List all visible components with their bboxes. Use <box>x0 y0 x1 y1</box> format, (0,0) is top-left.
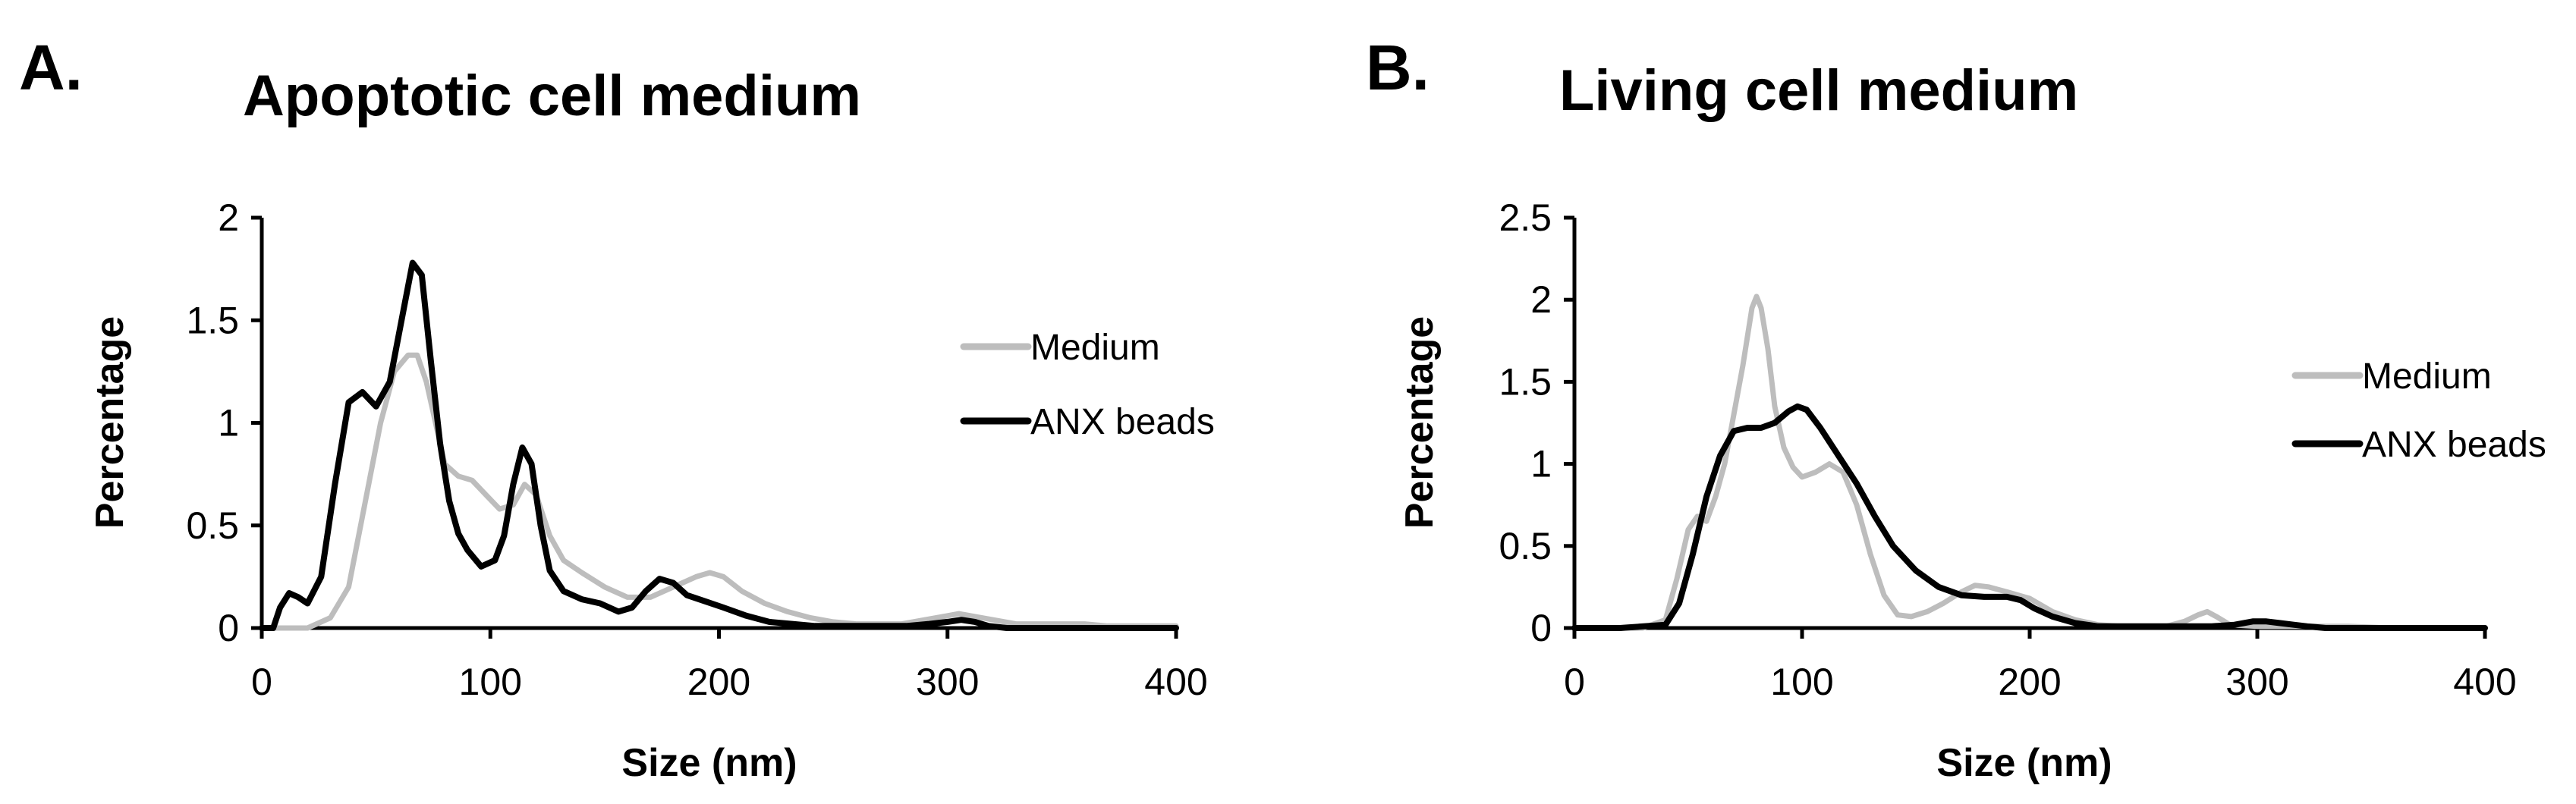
panel-b-y-tick-label: 1 <box>1530 443 1552 485</box>
panel-b-legend-label-anx-beads: ANX beads <box>2362 425 2546 465</box>
panel-a-y-tick-labels: 0 0.5 1 1.5 2 <box>186 196 239 649</box>
panel-a-legend-label-anx-beads: ANX beads <box>1030 402 1215 442</box>
panel-b-x-tick-label: 400 <box>2453 661 2516 703</box>
panel-b-y-tick-label: 0 <box>1530 607 1552 649</box>
panel-a-title: Apoptotic cell medium <box>243 64 861 128</box>
panel-a-y-tick-label: 0.5 <box>186 504 239 547</box>
panel-a-legend-label-medium: Medium <box>1030 328 1160 368</box>
panel-b-series-line-anx-beads <box>1571 403 2488 631</box>
panel-a-y-tick-label: 1.5 <box>186 299 239 341</box>
panel-b-living: B. Living cell medium Percentage Size (n… <box>1366 32 2546 785</box>
panel-a-x-tick-label: 200 <box>687 661 750 703</box>
panel-b-legend: Medium ANX beads <box>2291 356 2546 465</box>
panel-b-title: Living cell medium <box>1559 58 2078 123</box>
panel-a-letter: A. <box>19 32 83 103</box>
panel-b-y-tick-label: 0.5 <box>1499 525 1552 567</box>
panel-a-y-tick-label: 0 <box>218 607 239 649</box>
panel-b-y-tick-label: 1.5 <box>1499 360 1552 403</box>
panel-a-y-tick-label: 2 <box>218 196 239 239</box>
panel-b-letter: B. <box>1366 32 1430 103</box>
panel-a-x-tick-label: 100 <box>459 661 522 703</box>
panel-b-x-tick-label: 100 <box>1770 661 1833 703</box>
panel-b-x-tick-label: 0 <box>1564 661 1585 703</box>
panel-a-x-tick-label: 400 <box>1144 661 1207 703</box>
panel-b-x-axis-label: Size (nm) <box>1936 741 2112 785</box>
panel-a-apoptotic: A. Apoptotic cell medium Percentage Size… <box>19 32 1215 785</box>
panel-b-y-tick-labels: 0 0.5 1 1.5 2 2.5 <box>1499 196 1552 649</box>
panel-a-x-tick-label: 300 <box>916 661 979 703</box>
panel-b-y-tick-label: 2 <box>1530 278 1552 321</box>
panel-b-x-tick-label: 200 <box>1998 661 2061 703</box>
panel-b-ticks <box>1564 215 2487 639</box>
panel-b-y-axis-label: Percentage <box>1398 316 1442 529</box>
panel-a-y-axis-label: Percentage <box>88 316 132 529</box>
panel-a-series <box>259 259 1179 631</box>
panel-b-series-line-medium <box>1571 294 2488 631</box>
panel-a-series-line-anx-beads <box>259 259 1179 631</box>
panel-a-x-tick-label: 0 <box>251 661 272 703</box>
panel-a-series-line-medium <box>259 352 1179 631</box>
panel-b-x-tick-label: 300 <box>2225 661 2288 703</box>
panel-a-x-axis-label: Size (nm) <box>621 741 797 785</box>
panel-b-legend-label-medium: Medium <box>2362 356 2492 397</box>
panel-b-x-tick-labels: 0 100 200 300 400 <box>1564 661 2517 703</box>
panel-a-x-tick-labels: 0 100 200 300 400 <box>251 661 1208 703</box>
panel-a-legend: Medium ANX beads <box>960 328 1215 442</box>
panel-b-series <box>1571 294 2488 631</box>
panel-b-y-tick-label: 2.5 <box>1499 196 1552 239</box>
panel-a-y-tick-label: 1 <box>218 402 239 444</box>
